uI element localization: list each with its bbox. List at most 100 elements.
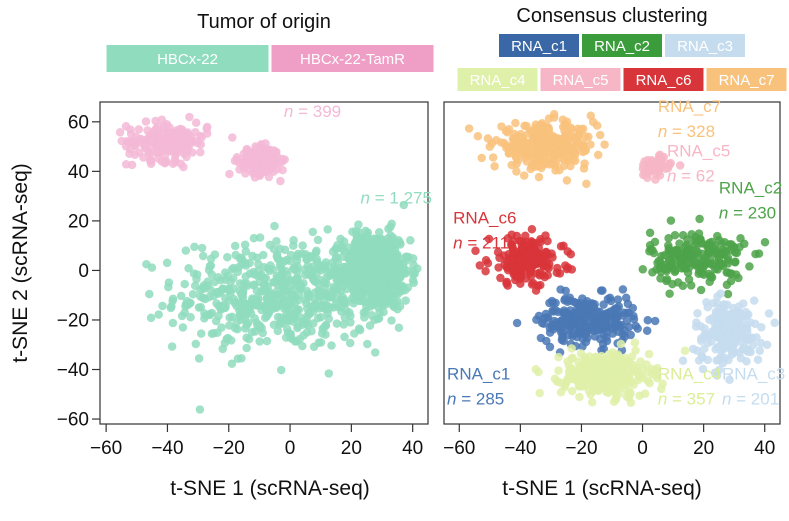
data-point-rna-c4 [640, 389, 650, 399]
data-point-hbcx-22 [182, 296, 192, 306]
data-point-hbcx-22 [290, 299, 300, 308]
data-point-hbcx-22 [385, 295, 395, 305]
x-tick-label: 20 [693, 438, 714, 459]
legend-swatch [582, 34, 662, 57]
data-point-hbcx-22 [391, 240, 400, 250]
data-point-hbcx-22 [313, 313, 323, 323]
data-point-rna-c3 [705, 315, 714, 325]
data-point-hbcx-22 [192, 270, 202, 279]
data-point-rna-c2 [664, 255, 674, 265]
data-point-hbcx-22-tamr [126, 144, 135, 154]
data-point-hbcx-22 [327, 341, 336, 350]
data-point-rna-c7 [520, 121, 529, 131]
data-point-hbcx-22-tamr [256, 152, 265, 161]
data-point-rna-c5 [675, 161, 685, 170]
data-point-hbcx-22 [147, 263, 157, 272]
data-point-hbcx-22 [355, 291, 365, 301]
data-point-rna-c7 [593, 150, 603, 160]
data-point-hbcx-22 [205, 309, 215, 319]
data-point-hbcx-22-tamr [241, 169, 250, 178]
count-annotation: n = 399 [284, 102, 341, 121]
data-point-rna-c2 [723, 253, 733, 263]
data-point-hbcx-22 [387, 316, 396, 325]
data-point-hbcx-22-tamr [176, 139, 185, 148]
data-point-hbcx-22 [177, 311, 187, 321]
data-point-rna-c5 [655, 150, 665, 160]
data-point-hbcx-22 [283, 315, 293, 325]
data-point-rna-c1 [601, 328, 611, 337]
data-point-rna-c1 [606, 296, 616, 306]
data-point-rna-c2 [731, 270, 741, 279]
data-point-rna-c6 [526, 254, 536, 264]
cluster-annotation: RNA_c2 [719, 179, 782, 198]
data-point-rna-c3 [730, 333, 740, 343]
data-point-rna-c2 [714, 235, 724, 245]
data-point-rna-c4 [656, 384, 666, 394]
data-point-rna-c6 [523, 240, 533, 249]
points-layer [115, 112, 422, 414]
data-point-rna-c6 [496, 273, 505, 283]
plot-frame [443, 101, 781, 425]
data-point-rna-c4 [563, 357, 572, 366]
data-point-hbcx-22-tamr [193, 138, 203, 148]
data-point-rna-c1 [621, 293, 631, 303]
data-point-rna-c7 [483, 134, 493, 143]
data-point-hbcx-22 [211, 316, 221, 326]
data-point-rna-c7 [512, 153, 521, 163]
legend-item-rna-c7: RNA_c7 [706, 68, 787, 91]
data-point-hbcx-22 [181, 246, 191, 255]
data-point-rna-c2 [717, 260, 726, 269]
data-point-hbcx-22 [297, 320, 307, 330]
data-point-hbcx-22-tamr [225, 169, 234, 179]
legend-swatch [665, 34, 745, 57]
data-point-hbcx-22-tamr [146, 154, 155, 164]
data-point-hbcx-22 [194, 354, 204, 363]
data-point-rna-c3 [756, 322, 766, 332]
data-point-rna-c6 [507, 240, 516, 250]
x-tick-label: −40 [151, 438, 183, 459]
data-point-hbcx-22 [242, 343, 251, 353]
data-point-hbcx-22-tamr [184, 143, 193, 153]
data-point-hbcx-22 [241, 272, 250, 281]
data-point-hbcx-22 [196, 329, 206, 338]
data-point-rna-c1 [557, 335, 567, 345]
data-point-hbcx-22 [299, 330, 308, 340]
cluster-annotation: n = 328 [658, 122, 715, 141]
data-point-rna-c1 [576, 302, 586, 312]
data-point-hbcx-22 [365, 261, 375, 271]
data-point-hbcx-22 [372, 284, 381, 293]
data-point-rna-c2 [656, 274, 665, 283]
data-point-hbcx-22 [362, 339, 372, 349]
data-point-rna-c6 [535, 280, 545, 290]
data-point-rna-c6 [475, 261, 485, 270]
data-point-rna-c1 [602, 336, 612, 346]
data-point-hbcx-22 [276, 292, 285, 301]
x-tick-label: −60 [90, 438, 122, 459]
data-point-hbcx-22 [223, 271, 232, 281]
cluster-annotation: RNA_c4 [658, 364, 721, 383]
data-point-hbcx-22 [249, 233, 259, 243]
data-point-rna-c1 [556, 328, 566, 337]
data-point-hbcx-22 [342, 284, 351, 294]
data-point-rna-c2 [739, 239, 749, 249]
data-point-rna-c6 [506, 255, 516, 265]
data-point-rna-c2 [697, 249, 707, 259]
data-point-rna-c3 [712, 356, 722, 365]
data-point-hbcx-22 [223, 252, 232, 262]
data-point-rna-c6 [543, 270, 553, 280]
data-point-hbcx-22 [308, 275, 318, 284]
data-point-rna-c7 [600, 140, 609, 149]
data-point-rna-c3 [720, 353, 730, 363]
data-point-rna-c1 [650, 316, 660, 326]
data-point-rna-c4 [633, 375, 643, 385]
data-point-hbcx-22 [346, 318, 355, 327]
panel-title: Consensus clustering [516, 5, 707, 27]
data-point-hbcx-22 [336, 302, 346, 312]
data-point-hbcx-22 [252, 318, 262, 328]
data-point-hbcx-22-tamr [191, 118, 201, 127]
data-point-rna-c6 [493, 247, 503, 257]
x-tick-label: 40 [402, 438, 423, 459]
data-point-rna-c4 [632, 363, 642, 373]
data-point-rna-c2 [760, 237, 770, 247]
cluster-annotation: RNA_c5 [667, 141, 730, 160]
